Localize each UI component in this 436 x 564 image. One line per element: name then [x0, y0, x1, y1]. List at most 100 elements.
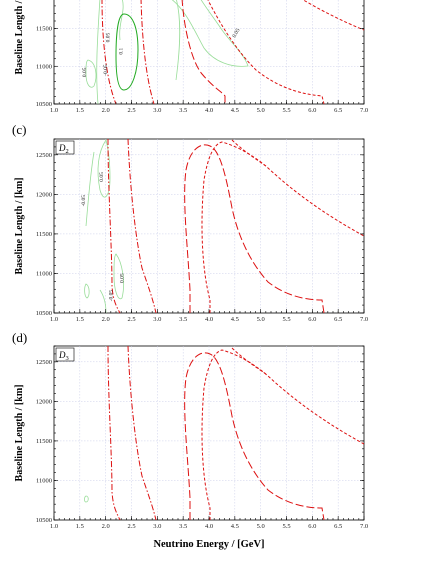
panel-b-red-dashdot-2 — [101, 0, 117, 104]
panel-b-red-longdash — [181, 0, 226, 104]
x-tick-label: 4.0 — [205, 107, 213, 114]
x-tick-label: 5.0 — [257, 316, 265, 323]
panel-b-red-shortdash — [207, 0, 325, 104]
x-tick-label: 6.0 — [308, 523, 316, 530]
x-axis-label: Neutrino Energy / [GeV] — [153, 539, 264, 550]
x-tick-label: 5.5 — [282, 316, 290, 323]
panel-d-red-shortdash — [201, 349, 364, 520]
contour-label: 0.05 — [232, 27, 242, 39]
contour-label: -0.05 — [108, 290, 114, 302]
panel-c-x-ticks: 1.0 1.5 2.0 2.5 3.0 3.5 4.0 4.5 5.0 5.5 6.0 6.5 7.0 — [50, 316, 368, 323]
x-tick-label: 4.5 — [231, 316, 239, 323]
x-tick-label: 4.5 — [231, 107, 239, 114]
y-tick-label: 10500 — [36, 517, 52, 524]
x-tick-label: 3.0 — [153, 523, 161, 530]
y-tick-label: 10500 — [36, 310, 52, 317]
x-tick-label: 5.0 — [257, 107, 265, 114]
panel-c-red-shortdash-2 — [231, 139, 267, 167]
panel-d-d-label-box — [55, 347, 75, 362]
panel-b-contour-strong — [115, 13, 139, 91]
panel-b: 0.05 0.05 -0.05 0.1 0.05 10500 11000 11500 1.0… — [36, 0, 368, 114]
panel-c-red-dashdot-2 — [127, 139, 157, 313]
contour-label: -0.05 — [81, 195, 87, 207]
panel-c-d-label-text: D2 — [58, 143, 69, 155]
y-tick-label: 12000 — [36, 399, 52, 406]
x-tick-label: 4.0 — [205, 523, 213, 530]
panel-c-contour-light-3 — [84, 283, 90, 299]
panel-b-contour-light-5 — [175, 0, 181, 81]
x-tick-label: 6.5 — [334, 523, 342, 530]
x-tick-label: 2.0 — [102, 316, 110, 323]
x-tick-label: 1.0 — [50, 107, 58, 114]
x-tick-label: 2.5 — [127, 523, 135, 530]
panel-b-red-dashdot-1 — [140, 0, 155, 104]
y-tick-label: 11500 — [36, 26, 52, 33]
panel-c-curves — [84, 139, 364, 313]
x-tick-label: 4.5 — [231, 523, 239, 530]
panel-c-y-ticks: 10500 11000 11500 12000 12500 — [36, 152, 52, 317]
panel-c-ylabel: Baseline Length / [km] — [14, 178, 25, 275]
x-tick-label: 2.0 — [102, 523, 110, 530]
panel-b-contour-labels: 0.05 0.05 -0.05 0.1 0.05 — [82, 27, 242, 77]
panel-b-contour-light-2 — [96, 0, 101, 104]
x-tick-label: 3.5 — [179, 107, 187, 114]
x-tick-label: 6.0 — [308, 316, 316, 323]
panel-b-contour-light-4 — [171, 0, 249, 67]
panel-b-grid — [54, 0, 364, 104]
x-tick-label: 3.0 — [153, 107, 161, 114]
panel-c-red-shortdash — [201, 141, 364, 313]
panel-d-curves — [84, 346, 364, 520]
panel-b-red-shortdash-2 — [302, 0, 364, 31]
panel-c-red-longdash — [184, 144, 325, 313]
y-tick-label: 11500 — [36, 231, 52, 238]
x-tick-label: 6.5 — [334, 316, 342, 323]
y-tick-label: 10500 — [36, 101, 52, 108]
panel-d-x-ticks: 1.0 1.5 2.0 2.5 3.0 3.5 4.0 4.5 5.0 5.5 6.0 6.5 7.0 — [50, 523, 368, 530]
x-tick-label: 1.5 — [76, 107, 84, 114]
panel-d-red-dashdot-1 — [107, 346, 121, 520]
panel-c-label: (c) — [12, 122, 26, 137]
y-tick-label: 11000 — [36, 478, 52, 485]
panel-d-d-label-text: D3 — [58, 350, 69, 362]
x-tick-label: 2.5 — [127, 107, 135, 114]
x-tick-label: 2.0 — [102, 107, 110, 114]
x-tick-label: 5.5 — [282, 523, 290, 530]
panel-d-grid — [54, 346, 364, 520]
panel-b-ylabel: Baseline Length / [km] — [14, 0, 25, 74]
x-tick-label: 1.5 — [76, 523, 84, 530]
panel-d-red-longdash — [184, 352, 325, 520]
contour-label: 0.05 — [82, 67, 88, 77]
contour-label: 0.1 — [119, 47, 125, 54]
panel-b-curves — [85, 0, 364, 104]
y-tick-label: 11000 — [36, 271, 52, 278]
x-tick-label: 6.0 — [308, 107, 316, 114]
x-tick-label: 3.5 — [179, 316, 187, 323]
y-tick-label: 11000 — [36, 63, 52, 70]
panel-b-contour-light-1 — [85, 59, 97, 88]
panel-c: (c) D2 0.05 -0.05 0.05 -0.05 10500 11000 1150… — [12, 122, 368, 323]
panel-c-contour-labels: 0.05 -0.05 0.05 -0.05 — [81, 172, 126, 301]
x-tick-label: 7.0 — [360, 316, 368, 323]
panel-c-contour-light-4 — [113, 253, 124, 300]
panel-c-grid — [54, 139, 364, 313]
x-tick-label: 2.5 — [127, 316, 135, 323]
contour-label: -0.05 — [103, 64, 109, 76]
panel-b-contour-light-3 — [119, 0, 124, 41]
contour-label: 0.05 — [99, 172, 105, 182]
contour-label: 0.05 — [120, 273, 126, 283]
x-tick-label: 1.0 — [50, 316, 58, 323]
panel-d-y-ticks: 10500 11000 11500 12000 12500 — [36, 359, 52, 524]
panel-d-contour-light-1 — [84, 495, 89, 503]
x-tick-label: 3.5 — [179, 523, 187, 530]
panel-d: (d) D3 10500 11000 11500 12000 12500 1.0 1.5 2… — [12, 330, 368, 530]
x-tick-label: 1.0 — [50, 523, 58, 530]
panel-b-tickmarks — [53, 5, 365, 105]
contour-label: 0.05 — [105, 33, 111, 43]
panel-b-x-ticks: 1.0 1.5 2.0 2.5 3.0 3.5 4.0 4.5 5.0 5.5 6.0 6.5 7.0 — [50, 107, 368, 114]
x-tick-label: 4.0 — [205, 316, 213, 323]
panel-d-d-label: D3 — [55, 347, 75, 362]
x-tick-label: 5.5 — [282, 107, 290, 114]
x-tick-label: 6.5 — [334, 107, 342, 114]
x-tick-label: 7.0 — [360, 523, 368, 530]
